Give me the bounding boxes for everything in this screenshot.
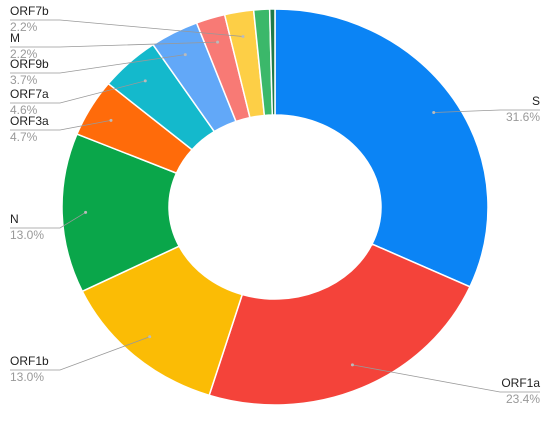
leader-line: [10, 41, 218, 48]
leader-line: [10, 336, 150, 371]
leader-line: [10, 80, 146, 104]
slice-label: ORF7a: [10, 87, 49, 101]
leader-line: [10, 19, 244, 37]
leader-dot: [350, 363, 354, 367]
leader-line: [10, 54, 186, 74]
leader-dot: [432, 110, 436, 114]
leader-line: [10, 119, 112, 131]
slice-label: S: [532, 94, 540, 108]
slice-value-label: 13.0%: [10, 228, 44, 242]
slice-label: ORF1a: [501, 376, 540, 390]
leader-dot: [148, 335, 152, 339]
slice-label: ORF9b: [10, 57, 49, 71]
slice-label: M: [10, 31, 20, 45]
slice-label: ORF7b: [10, 4, 49, 18]
leader-line: [433, 109, 540, 113]
slice-label: N: [10, 212, 19, 226]
slice-value-label: 31.6%: [506, 110, 540, 124]
slice: [268, 8, 276, 116]
slice-label: ORF3a: [10, 114, 49, 128]
leader-dot: [84, 210, 88, 214]
leader-dot: [241, 34, 245, 38]
slice-value-label: 13.0%: [10, 370, 44, 384]
slice-value-label: 23.4%: [506, 392, 540, 406]
slice-value-label: 2.2%: [10, 47, 38, 61]
leader-line: [10, 212, 86, 229]
leader-dot: [183, 53, 187, 57]
leader-dot: [216, 40, 220, 44]
slice: [208, 243, 471, 406]
leader-dot: [109, 118, 113, 122]
slice-value-label: 4.7%: [10, 130, 38, 144]
slice: [274, 8, 489, 288]
slice-value-label: 3.7%: [10, 73, 38, 87]
leader-line: [352, 364, 540, 393]
slice-label: ORF1b: [10, 354, 49, 368]
leader-dot: [143, 79, 147, 83]
slice-value-label: 2.2%: [10, 20, 38, 34]
slice-value-label: 4.6%: [10, 103, 38, 117]
